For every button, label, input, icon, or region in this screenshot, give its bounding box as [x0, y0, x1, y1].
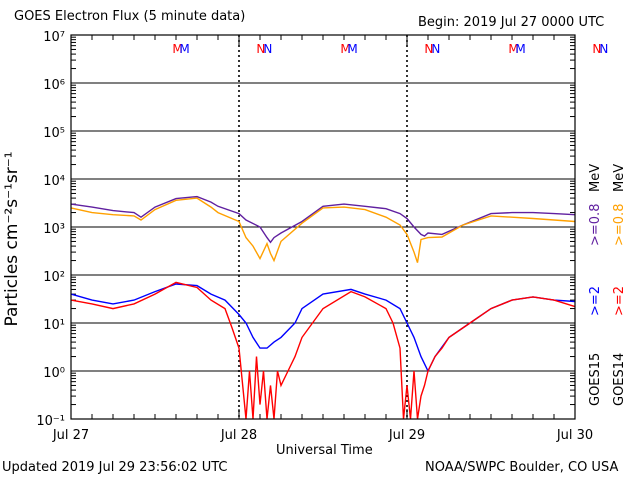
- y-tick-label: 10⁵: [43, 126, 65, 141]
- y-tick-label: 10⁷: [43, 30, 65, 45]
- x-axis-label: Universal Time: [276, 443, 373, 458]
- begin-time: Begin: 2019 Jul 27 0000 UTC: [418, 15, 605, 30]
- marker-letter: N: [592, 42, 602, 56]
- marker-letter: N: [263, 42, 273, 56]
- credit: NOAA/SWPC Boulder, CO USA: [425, 460, 619, 475]
- legend-unit: MeV: [588, 163, 603, 192]
- legend-goes15-ge08: >=0.8: [588, 203, 603, 246]
- marker-letter: M: [515, 42, 526, 56]
- legend-goes14-ge08: >=0.8: [612, 203, 627, 246]
- y-tick-label: 10¹: [43, 318, 65, 333]
- marker-letter: M: [347, 42, 358, 56]
- y-tick-label: 10²: [43, 270, 65, 285]
- legend-goes15-label: GOES15: [588, 352, 603, 406]
- y-tick-label: 10³: [43, 222, 65, 237]
- x-tick-label: Jul 30: [556, 428, 593, 443]
- marker-letter: M: [508, 42, 519, 56]
- x-tick-label: Jul 27: [52, 428, 89, 443]
- legend-goes14-label: GOES14: [612, 352, 627, 406]
- series-line-0: [70, 195, 576, 244]
- marker-letter: N: [424, 42, 434, 56]
- marker-letter: M: [179, 42, 190, 56]
- marker-letter: N: [599, 42, 609, 56]
- series-line-1: [70, 197, 576, 263]
- marker-letter: M: [172, 42, 183, 56]
- updated-time: Updated 2019 Jul 29 23:56:02 UTC: [2, 460, 228, 475]
- marker-letter: N: [256, 42, 266, 56]
- y-tick-label: 10⁻¹: [36, 414, 65, 429]
- legend-goes14-ge2: >=2: [612, 285, 627, 316]
- y-tick-label: 10⁶: [43, 78, 65, 93]
- y-tick-label: 10⁴: [43, 174, 65, 189]
- series-line-2: [70, 283, 576, 373]
- plot-frame: [70, 34, 576, 420]
- x-tick-label: Jul 28: [220, 428, 257, 443]
- x-tick-label: Jul 29: [388, 428, 425, 443]
- series-line-3: [70, 281, 576, 420]
- marker-letter: M: [340, 42, 351, 56]
- marker-letter: N: [431, 42, 441, 56]
- legend-unit-2: MeV: [612, 163, 627, 192]
- chart-title: GOES Electron Flux (5 minute data): [14, 9, 246, 24]
- y-tick-label: 10⁰: [43, 366, 65, 381]
- legend-goes15-ge2: >=2: [588, 285, 603, 316]
